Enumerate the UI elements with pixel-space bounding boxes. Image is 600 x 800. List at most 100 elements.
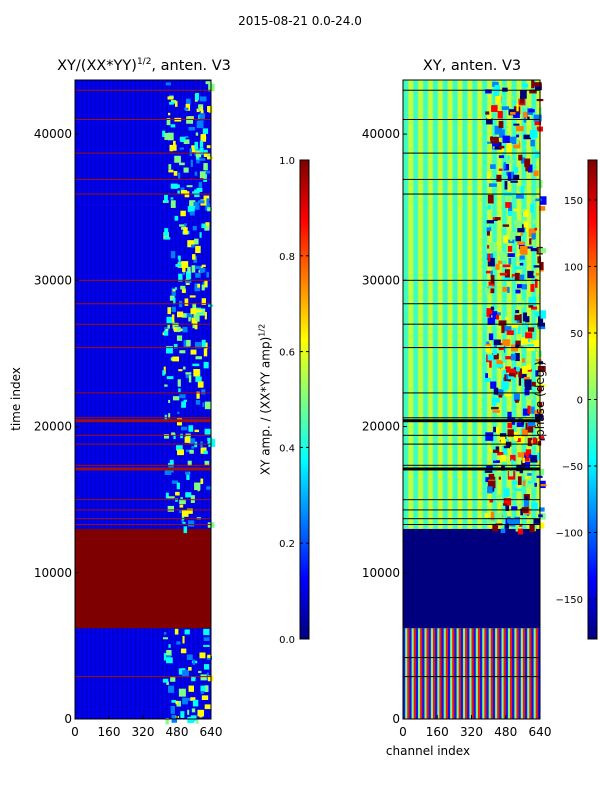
left-heatmap-speckle	[185, 492, 192, 498]
right-heatmap-speckle	[513, 123, 520, 126]
right-heatmap-speckle	[514, 488, 522, 492]
left-heatmap-speckle	[189, 200, 196, 208]
right-time-gap-line	[403, 118, 540, 120]
left-heatmap-streak	[174, 628, 178, 719]
left-heatmap-speckle	[180, 433, 183, 439]
right-heatmap-speckle	[516, 284, 523, 289]
right-heatmap-speckle	[520, 508, 524, 516]
right-heatmap-speckle	[532, 518, 541, 524]
right-heatmap-speckle	[517, 325, 521, 334]
right-heatmap-speckle	[510, 111, 516, 115]
left-heatmap-speckle	[204, 428, 212, 435]
left-heatmap-speckle	[195, 245, 201, 254]
right-heatmap-speckle	[538, 436, 545, 440]
left-heatmap-streak	[147, 628, 151, 719]
left-heatmap-speckle	[199, 147, 204, 155]
right-heatmap-speckle	[513, 367, 517, 370]
left-heatmap-streak	[147, 80, 151, 529]
left-heatmap-speckle	[185, 103, 191, 111]
left-heatmap-speckle	[207, 654, 212, 658]
right-time-gap-line	[403, 509, 540, 511]
left-heatmap-speckle	[167, 463, 174, 466]
right-heatmap-speckle	[527, 437, 533, 447]
left-heatmap-speckle	[162, 637, 168, 640]
right-heatmap-speckle	[527, 327, 535, 332]
right-heatmap-stripe	[482, 80, 487, 529]
right-heatmap-speckle	[485, 89, 492, 94]
left-heatmap-speckle	[164, 327, 170, 331]
right-heatmap-speckle	[506, 330, 514, 336]
right-heatmap-speckle	[489, 244, 494, 253]
left-time-gap-line	[75, 499, 211, 501]
right-lower-band	[411, 628, 415, 719]
left-heatmap-speckle	[182, 697, 188, 705]
right-heatmap-speckle	[513, 142, 521, 149]
right-lower-band	[488, 628, 492, 719]
right-heatmap-speckle	[537, 453, 541, 460]
left-heatmap-streak	[84, 80, 88, 529]
left-heatmap-speckle	[201, 264, 206, 267]
left-heatmap-speckle	[183, 139, 190, 144]
right-heatmap-speckle	[495, 427, 500, 434]
right-heatmap-speckle	[527, 473, 532, 476]
left-time-gap-line	[75, 464, 211, 466]
right-heatmap-speckle	[507, 245, 513, 252]
left-time-gap-line	[75, 279, 211, 281]
right-heatmap-speckle	[527, 342, 535, 351]
right-heatmap-stripe	[462, 80, 467, 529]
left-heatmap-streak	[98, 80, 102, 529]
right-heatmap-speckle	[534, 471, 541, 478]
left-heatmap-streak	[111, 628, 115, 719]
left-heatmap-speckle	[187, 520, 195, 527]
right-heatmap-speckle	[487, 115, 492, 120]
right-heatmap-speckle	[499, 252, 507, 261]
right-heatmap-speckle	[490, 136, 498, 141]
right-lower-band	[405, 628, 408, 719]
right-heatmap-speckle	[502, 264, 511, 268]
right-heatmap-speckle	[516, 366, 520, 372]
right-time-gap-line	[403, 152, 540, 154]
left-heatmap-speckle	[182, 635, 185, 644]
left-heatmap-speckle	[207, 441, 211, 445]
right-x-tick-label: 160	[426, 725, 449, 739]
right-heatmap-speckle	[531, 306, 538, 310]
left-heatmap-streak	[80, 80, 84, 529]
left-colorbar-tick-label: 0.0	[279, 635, 295, 646]
left-heatmap-speckle	[190, 495, 195, 503]
right-heatmap-speckle	[524, 379, 532, 387]
right-lower-band	[432, 628, 436, 719]
right-heatmap-speckle	[496, 364, 504, 368]
right-heatmap-speckle	[511, 506, 518, 511]
left-heatmap-speckle	[206, 656, 213, 660]
left-heatmap-speckle	[201, 223, 206, 229]
right-heatmap-speckle	[537, 316, 544, 324]
right-heatmap-speckle	[534, 82, 542, 87]
right-heatmap-speckle	[514, 266, 522, 270]
right-lower-band	[450, 628, 453, 719]
right-heatmap-speckle	[521, 358, 526, 363]
right-heatmap-speckle	[493, 339, 501, 346]
left-heatmap-speckle	[186, 339, 191, 347]
right-heatmap-speckle	[488, 333, 494, 341]
right-heatmap-speckle	[503, 277, 512, 282]
right-colorbar-tick-label: 150	[564, 196, 583, 207]
left-heatmap-speckle	[173, 297, 176, 305]
right-heatmap-stripe	[487, 80, 492, 529]
right-heatmap-speckle	[513, 432, 519, 441]
right-lower-band	[495, 628, 498, 719]
right-heatmap-speckle	[525, 323, 529, 330]
right-y-tick-label: 40000	[362, 127, 400, 141]
left-heatmap-speckle	[170, 677, 176, 682]
right-heatmap-speckle	[495, 263, 500, 270]
right-heatmap-speckle	[539, 438, 545, 441]
left-heatmap-speckle	[187, 460, 192, 467]
left-heatmap-speckle	[171, 432, 176, 436]
right-heatmap-speckle	[514, 516, 521, 525]
right-heatmap-speckle	[492, 410, 500, 413]
right-heatmap-speckle	[510, 459, 514, 464]
left-heatmap-speckle	[177, 190, 180, 194]
left-heatmap-streak	[116, 80, 120, 529]
left-heatmap-streak	[125, 80, 129, 529]
right-heatmap-speckle	[500, 454, 507, 462]
right-heatmap-stripe	[438, 80, 443, 529]
